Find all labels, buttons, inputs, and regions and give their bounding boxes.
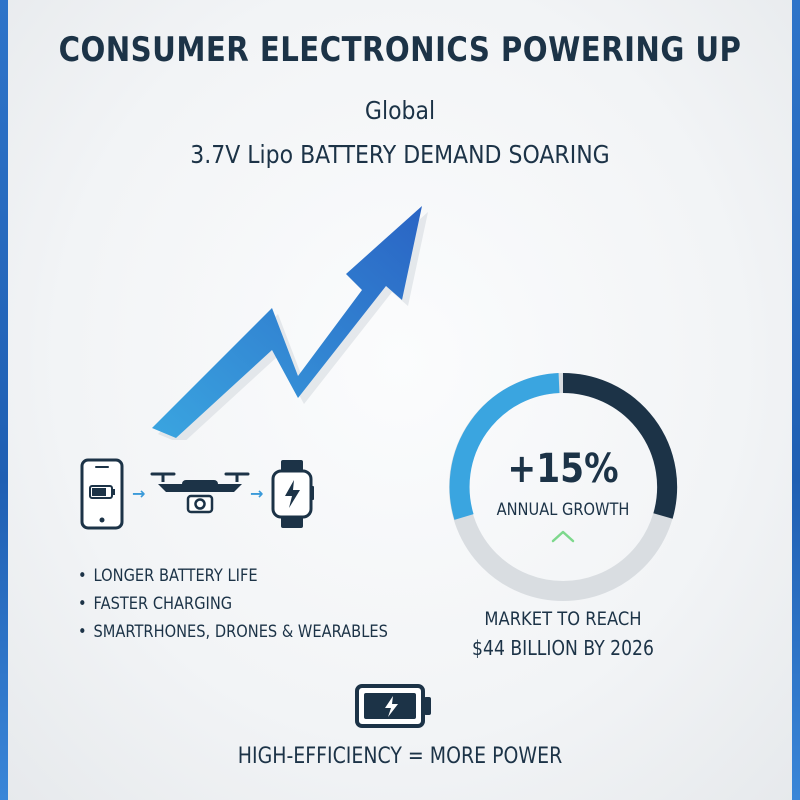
battery-charging-icon xyxy=(355,684,431,728)
growth-value: +15% xyxy=(507,446,619,492)
market-line-1: MARKET TO REACH xyxy=(484,608,642,630)
bullet: • xyxy=(78,622,87,642)
frame-right-edge xyxy=(792,0,800,800)
page-title: CONSUMER ELECTRONICS POWERING UP xyxy=(58,30,742,70)
growth-donut xyxy=(449,372,678,601)
bullet: • xyxy=(78,594,87,614)
feature-label: LONGER BATTERY LIFE xyxy=(93,566,258,586)
bullet: • xyxy=(78,566,87,586)
feature-list: • LONGER BATTERY LIFE • FASTER CHARGING • S… xyxy=(78,562,438,646)
chevron-up-icon xyxy=(551,530,575,543)
drone-icon xyxy=(150,472,250,514)
flow-arrow-1: → xyxy=(132,484,146,503)
feature-item: • LONGER BATTERY LIFE xyxy=(78,562,388,590)
flow-arrow-2: → xyxy=(250,484,264,503)
trend-arrow-icon xyxy=(152,206,428,440)
feature-item: • SMARTRHONES, DRONES & WEARABLES xyxy=(78,618,388,646)
feature-item: • FASTER CHARGING xyxy=(78,590,388,618)
frame-left-edge xyxy=(0,0,8,800)
market-line-2: $44 BILLION BY 2026 xyxy=(472,636,654,660)
feature-label: FASTER CHARGING xyxy=(93,594,233,614)
subtitle-line-2: 3.7V Lipo BATTERY DEMAND SOARING xyxy=(190,140,610,169)
smartphone-icon xyxy=(80,458,124,530)
growth-label: ANNUAL GROWTH xyxy=(496,500,630,520)
feature-label: SMARTRHONES, DRONES & WEARABLES xyxy=(93,622,388,642)
footer-tagline: HIGH-EFFICIENCY = MORE POWER xyxy=(237,744,563,769)
smartwatch-icon xyxy=(271,460,314,528)
subtitle-line-1: Global xyxy=(364,96,436,125)
